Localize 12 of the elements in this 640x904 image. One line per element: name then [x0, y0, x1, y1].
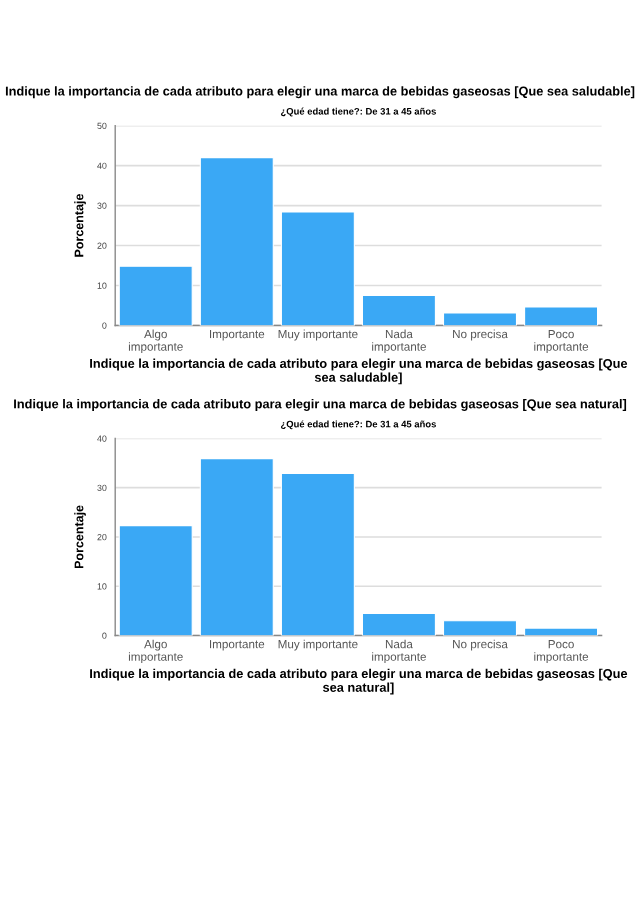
bar	[280, 472, 355, 636]
bar	[442, 620, 518, 636]
bar	[361, 612, 436, 636]
bar	[524, 627, 599, 636]
bar	[361, 294, 436, 326]
bar	[524, 306, 599, 326]
bar	[199, 458, 274, 636]
bar	[280, 211, 355, 326]
bar	[118, 525, 193, 636]
bar	[442, 312, 518, 326]
bar	[199, 157, 274, 326]
bar	[118, 265, 193, 326]
